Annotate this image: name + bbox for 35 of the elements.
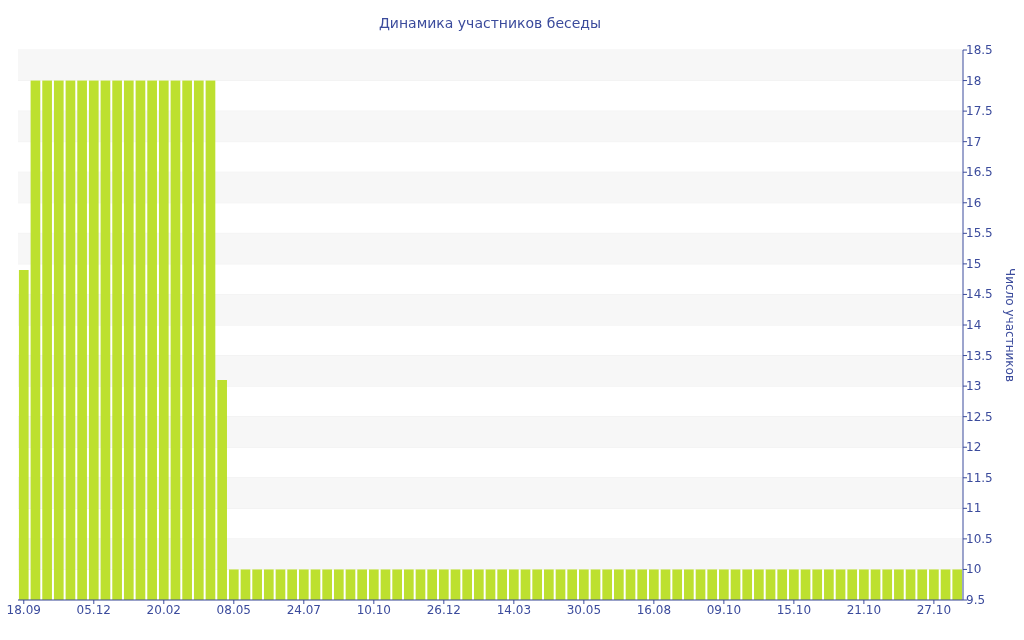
y-tick-label: 14.5 xyxy=(966,287,993,302)
x-tick-label: 14.03 xyxy=(496,603,532,617)
y-tick-label: 16 xyxy=(966,195,982,210)
y-tick-label: 13.5 xyxy=(966,348,993,363)
x-tick-label: 30.05 xyxy=(566,603,602,617)
y-tick-label: 9.5 xyxy=(966,593,986,607)
y-tick-label: 15.5 xyxy=(966,226,993,241)
x-tick-label: 09.10 xyxy=(706,603,742,617)
x-tick-label: 15.10 xyxy=(776,603,812,617)
x-tick-label: 26.12 xyxy=(426,603,462,617)
y-tick-label: 18 xyxy=(966,73,982,88)
y-tick-label: 16.5 xyxy=(966,165,993,180)
y-tick-label: 10 xyxy=(966,562,982,577)
x-tick-label: 16.08 xyxy=(636,603,672,617)
y-tick-label: 18.5 xyxy=(966,43,993,57)
x-tick-label: 18.09 xyxy=(6,603,41,617)
x-tick-label: 24.07 xyxy=(286,603,321,617)
x-tick-label: 08.05 xyxy=(216,603,251,617)
x-tick-label: 20.02 xyxy=(146,603,181,617)
y-tick-label: 13 xyxy=(966,379,982,394)
y-tick-label: 14 xyxy=(966,318,982,332)
x-tick-label: 27.10 xyxy=(916,603,952,617)
y-tick-label: 11.5 xyxy=(966,470,993,485)
y-tick-label: 17 xyxy=(966,134,982,149)
y-tick-label: 11 xyxy=(966,501,982,516)
x-tick-label: 21.10 xyxy=(846,603,882,617)
y-tick-label: 12 xyxy=(966,440,982,455)
y-tick-label: 15 xyxy=(966,256,982,271)
y-tick-label: 12.5 xyxy=(966,409,993,424)
chart-title: Динамика участников беседы xyxy=(378,15,602,31)
y-tick-label: 10.5 xyxy=(966,531,993,546)
y-tick-label: 17.5 xyxy=(966,104,993,119)
x-tick-label: 05.12 xyxy=(76,603,111,617)
x-tick-label: 10.10 xyxy=(356,603,391,617)
y-axis-title: Число участников xyxy=(1003,268,1017,382)
